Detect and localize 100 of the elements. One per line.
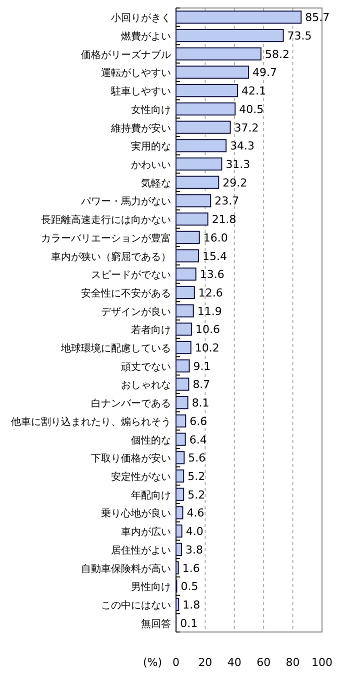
data-label: 58.2 [264, 48, 290, 61]
y-tick-label: パワー・馬力がない [80, 196, 171, 208]
bar [176, 47, 262, 60]
y-tick-label: 女性向け [131, 104, 171, 116]
bar [176, 506, 184, 520]
bar [176, 139, 227, 152]
data-label: 13.6 [200, 268, 224, 282]
bar [176, 268, 196, 281]
bar [176, 249, 199, 262]
y-tick-label: 年配向け [131, 489, 171, 502]
bar [176, 120, 231, 134]
bar [176, 359, 190, 372]
data-label: 73.5 [287, 30, 312, 43]
data-label: 6.4 [189, 433, 207, 446]
data-label: 11.9 [197, 304, 222, 318]
y-tick-label: 若者向け [131, 324, 171, 336]
bar [176, 194, 212, 208]
y-tick-label: 他車に割り込まれたり、煽られそう [11, 416, 171, 428]
data-label: 40.5 [239, 102, 264, 116]
data-label: 10.2 [194, 342, 220, 355]
y-tick-label: かわいい [131, 160, 171, 171]
y-tick-label: 車内が広い [121, 526, 171, 538]
data-label: 29.2 [222, 176, 248, 190]
x-tick-label: 80 [286, 656, 300, 669]
bar [176, 286, 195, 300]
data-label: 0.1 [180, 616, 198, 630]
y-tick-label: 燃費がよい [121, 30, 171, 43]
data-label: 85.7 [305, 11, 330, 24]
bar [176, 212, 208, 226]
bar [176, 451, 185, 464]
data-label: 5.2 [188, 488, 206, 502]
y-tick-label: 安定性がない [111, 471, 171, 483]
data-label: 5.6 [188, 452, 206, 465]
bar [176, 414, 186, 428]
x-tick-label: 60 [256, 656, 271, 669]
y-tick-label: デザインが良い [101, 306, 171, 318]
y-tick-label: 下取り価格が安い [91, 452, 171, 465]
y-tick-label: スピードがでない [91, 270, 171, 282]
y-tick-label: 実用的な [131, 140, 171, 153]
bar [176, 432, 186, 446]
x-axis-title: (%) [142, 656, 162, 669]
y-tick-label: 小回りがきく [111, 12, 171, 24]
bar [176, 304, 194, 318]
y-tick-label: 無回答 [141, 618, 171, 630]
y-tick-label: 維持費が安い [110, 122, 171, 134]
y-tick-label: 気軽な [141, 178, 171, 190]
bar [176, 176, 220, 189]
data-label: 31.3 [226, 158, 250, 171]
bar [176, 66, 250, 79]
data-label: 5.2 [188, 470, 206, 483]
bar [176, 102, 236, 116]
bar [176, 28, 284, 42]
bar [176, 598, 180, 612]
data-label: 8.7 [192, 378, 210, 392]
bar [176, 488, 184, 501]
bar [176, 157, 222, 171]
data-label: 3.8 [186, 543, 204, 556]
data-label: 1.6 [182, 562, 200, 575]
data-label: 16.0 [203, 231, 228, 244]
x-tick-label: 20 [198, 656, 212, 669]
y-tick-label: 個性的な [131, 434, 171, 446]
bar [176, 469, 184, 483]
y-tick-label: 自動車保険料が高い [81, 562, 171, 575]
data-label: 10.6 [195, 323, 220, 336]
y-tick-label: 安全性に不安がある [81, 287, 171, 300]
bar [176, 322, 192, 336]
y-tick-label: 駐車しやすい [110, 86, 171, 98]
y-tick-label: 乗り心地が良い [101, 508, 171, 520]
bar [176, 561, 179, 574]
bar [176, 524, 182, 538]
y-tick-label: この中にはない [101, 599, 171, 612]
data-label: 1.8 [182, 598, 200, 612]
data-label: 49.7 [252, 66, 278, 80]
data-label: 0.5 [180, 580, 198, 594]
data-label: 15.4 [202, 250, 227, 263]
bar [176, 340, 192, 354]
bar [176, 378, 190, 391]
bar [176, 542, 182, 556]
data-label: 34.3 [230, 140, 255, 153]
bar [176, 396, 188, 410]
y-tick-label: おしゃれな [121, 380, 171, 392]
y-tick-label: 運転がしやすい [101, 67, 171, 80]
y-tick-label: 価格がリーズナブル [81, 48, 171, 61]
y-tick-label: 長距離高速走行には向かない [41, 214, 171, 226]
y-tick-label: 車内が狭い（窮屈である） [51, 250, 171, 263]
y-tick-label: 地球環境に配慮している [60, 342, 171, 355]
data-label: 8.1 [192, 396, 210, 410]
bar [176, 230, 200, 244]
y-tick-label: 頑丈でない [121, 360, 171, 373]
data-label: 21.8 [212, 213, 236, 226]
y-tick-label: 白ナンバーである [91, 398, 171, 410]
data-label: 42.1 [241, 84, 266, 98]
x-tick-label: 40 [227, 656, 242, 669]
y-tick-label: カラーバリエーションが豊富 [41, 232, 171, 244]
bar [176, 84, 238, 98]
bar [176, 10, 302, 24]
y-tick-label: 男性向け [131, 581, 171, 594]
data-label: 37.2 [234, 121, 259, 134]
data-label: 4.6 [186, 506, 204, 520]
x-tick-label: 0 [172, 656, 180, 669]
